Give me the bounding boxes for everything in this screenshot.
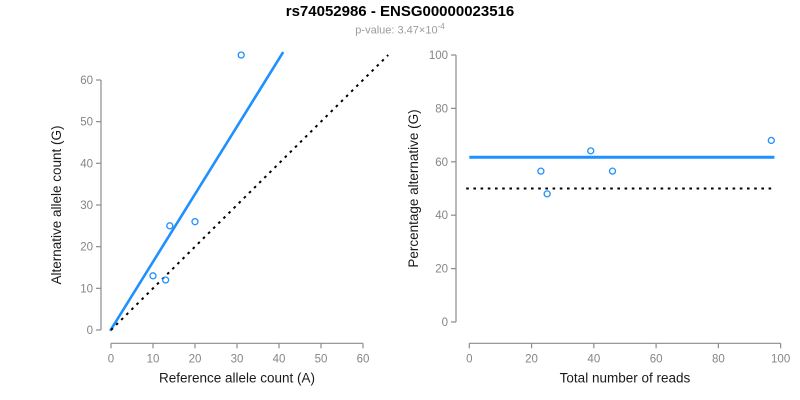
data-point <box>537 167 545 175</box>
figure-title: rs74052986 - ENSG00000023516 <box>285 3 515 20</box>
x-tick-label: 20 <box>525 353 538 365</box>
y-tick-label: 80 <box>435 103 448 115</box>
data-point <box>767 136 775 145</box>
pvalue-text: p-value: 3.47×10 <box>355 24 438 37</box>
x-axis-label: Reference allele count (A) <box>159 370 315 385</box>
x-tick-label: 80 <box>712 353 725 365</box>
x-tick-label: 40 <box>273 353 286 365</box>
y-tick-label: 60 <box>435 157 448 169</box>
data-point <box>237 51 245 59</box>
identity-line <box>110 54 389 331</box>
x-tick-label: 10 <box>147 353 160 365</box>
x-tick-label: 60 <box>357 353 370 365</box>
x-tick-label: 20 <box>189 353 202 365</box>
x-tick-label: 50 <box>315 353 328 365</box>
x-axis-label: Total number of reads <box>560 370 691 385</box>
data-point <box>149 272 157 280</box>
data-point <box>161 276 170 284</box>
y-tick-label: 0 <box>87 325 93 337</box>
data-point <box>191 218 199 226</box>
y-tick-label: 50 <box>80 117 93 129</box>
y-tick-label: 100 <box>429 50 448 62</box>
y-tick-label: 0 <box>442 317 448 329</box>
y-axis-label: Percentage alternative (G) <box>406 109 421 267</box>
data-point <box>166 222 174 230</box>
x-tick-label: 60 <box>650 353 663 365</box>
x-tick-label: 100 <box>771 353 790 365</box>
y-tick-label: 40 <box>80 158 93 170</box>
data-point <box>543 190 551 198</box>
y-tick-label: 30 <box>80 200 93 212</box>
y-tick-label: 10 <box>80 283 93 295</box>
y-axis-label: Alternative allele count (G) <box>49 125 64 284</box>
y-tick-label: 20 <box>80 242 93 254</box>
y-tick-label: 20 <box>435 264 448 276</box>
x-tick-label: 40 <box>587 353 600 365</box>
data-point <box>587 147 595 155</box>
x-tick-label: 0 <box>466 353 472 365</box>
y-tick-label: 40 <box>435 210 448 222</box>
data-point <box>608 167 617 175</box>
pvalue-exponent: -4 <box>437 22 445 31</box>
figure-subtitle: p-value: 3.47×10-4 <box>0 22 800 37</box>
x-tick-label: 30 <box>231 353 244 365</box>
x-tick-label: 0 <box>108 353 114 365</box>
fit-line <box>109 51 285 332</box>
y-tick-label: 60 <box>80 75 93 87</box>
